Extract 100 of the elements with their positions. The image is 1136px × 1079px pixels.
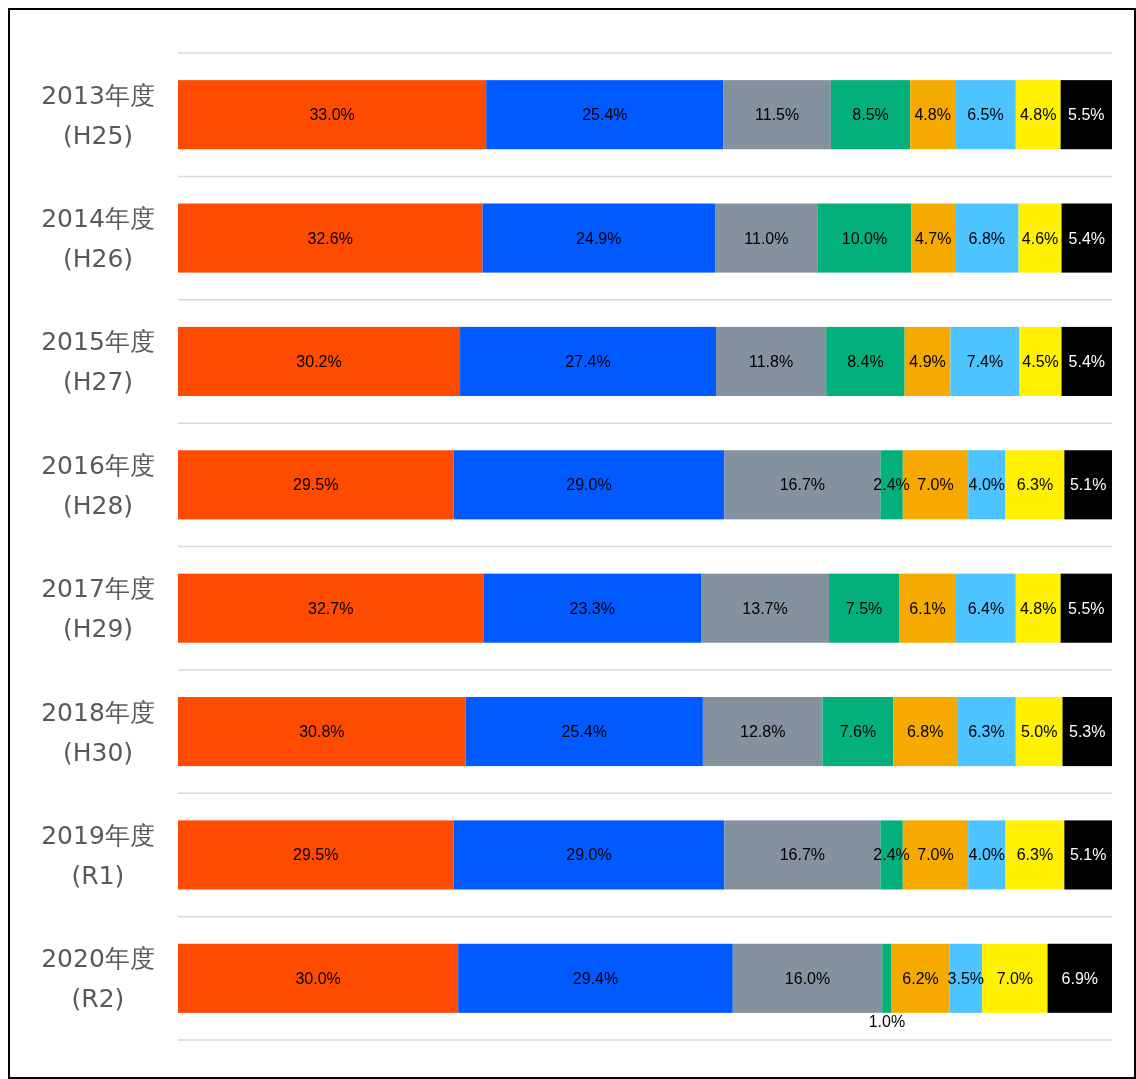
y-tick-label: 2018年度 (H30) xyxy=(41,697,155,767)
bar xyxy=(465,697,703,767)
bar xyxy=(453,450,725,520)
data-label: 4.6% xyxy=(1021,229,1059,247)
bar xyxy=(893,697,957,767)
bar xyxy=(891,943,950,1013)
data-label: 6.8% xyxy=(968,229,1006,247)
data-label: 7.6% xyxy=(839,723,877,741)
data-label: 25.4% xyxy=(561,723,607,741)
data-label: 6.3% xyxy=(1016,846,1054,864)
bar xyxy=(956,697,1016,767)
bar xyxy=(701,573,829,643)
data-label: 11.5% xyxy=(755,106,800,124)
data-label: 29.5% xyxy=(293,846,339,864)
y-tick-label: 2019年度 (R1) xyxy=(41,820,155,890)
data-label: 11.8% xyxy=(749,352,794,370)
bar xyxy=(910,80,956,150)
bar xyxy=(882,943,892,1013)
bar xyxy=(732,943,883,1013)
bar xyxy=(826,326,905,396)
bar xyxy=(830,80,911,150)
data-label: 27.4% xyxy=(565,352,611,370)
bar xyxy=(1061,326,1112,396)
data-label: 5.1% xyxy=(1069,476,1107,494)
data-label: 4.8% xyxy=(1019,599,1057,617)
bar xyxy=(486,80,724,150)
bar xyxy=(178,80,487,150)
data-label: 7.0% xyxy=(917,476,954,494)
bar xyxy=(1015,697,1063,767)
data-label: 7.0% xyxy=(917,846,954,864)
bar xyxy=(1047,943,1112,1013)
bar xyxy=(178,450,454,520)
data-label: 4.8% xyxy=(1019,106,1057,124)
data-label: 10.0% xyxy=(841,229,888,247)
bar xyxy=(904,326,951,396)
bar xyxy=(178,326,461,396)
bar xyxy=(968,820,1006,890)
data-label: 1.0% xyxy=(868,1013,906,1031)
data-label: 5.3% xyxy=(1069,723,1106,741)
bar xyxy=(453,820,725,890)
bar xyxy=(899,573,957,643)
bar xyxy=(955,80,1016,150)
data-label: 29.4% xyxy=(572,969,619,987)
data-label: 16.7% xyxy=(779,476,826,494)
bar xyxy=(1060,80,1112,150)
bar xyxy=(1060,573,1112,643)
data-label: 4.0% xyxy=(968,846,1006,864)
bar xyxy=(482,203,716,273)
data-label: 6.1% xyxy=(909,599,946,617)
data-label: 6.4% xyxy=(967,599,1005,617)
data-label: 6.3% xyxy=(1016,476,1054,494)
data-label: 8.5% xyxy=(852,106,889,124)
bar xyxy=(178,203,483,273)
bar xyxy=(817,203,912,273)
bar xyxy=(1064,820,1112,890)
bar xyxy=(483,573,702,643)
data-label: 5.4% xyxy=(1068,352,1106,370)
data-label: 4.5% xyxy=(1022,352,1059,370)
data-label: 32.7% xyxy=(308,599,354,617)
bar xyxy=(955,203,1019,273)
bar xyxy=(1015,80,1061,150)
y-tick-label: 2020年度 (R2) xyxy=(41,944,155,1014)
data-label: 6.2% xyxy=(902,969,939,987)
data-label: 30.2% xyxy=(296,352,342,370)
data-label: 6.5% xyxy=(967,106,1004,124)
data-label: 12.8% xyxy=(740,723,786,741)
data-label: 30.0% xyxy=(295,969,341,987)
data-label: 33.0% xyxy=(309,106,355,124)
bar xyxy=(715,326,827,396)
bar xyxy=(1064,450,1112,520)
bar xyxy=(702,697,823,767)
bar xyxy=(1019,326,1062,396)
bar xyxy=(1005,450,1065,520)
bar xyxy=(822,697,894,767)
y-tick-label: 2013年度 (H25) xyxy=(41,80,155,150)
y-tick-label: 2016年度 (H28) xyxy=(41,450,155,520)
bar xyxy=(1062,697,1112,767)
bar xyxy=(178,573,484,643)
bar xyxy=(178,820,454,890)
data-label: 6.3% xyxy=(968,723,1005,741)
data-label: 32.6% xyxy=(307,229,353,247)
data-label: 7.5% xyxy=(845,599,883,617)
data-label: 5.5% xyxy=(1068,599,1105,617)
bar xyxy=(460,326,716,396)
data-label: 6.9% xyxy=(1061,969,1099,987)
data-label: 6.8% xyxy=(906,723,944,741)
bar xyxy=(178,697,466,767)
bar xyxy=(1015,573,1061,643)
data-label: 4.0% xyxy=(968,476,1006,494)
data-label: 30.8% xyxy=(299,723,345,741)
bar xyxy=(178,943,459,1013)
bar xyxy=(1018,203,1062,273)
y-tick-label: 2017年度 (H29) xyxy=(41,574,155,644)
bar xyxy=(982,943,1048,1013)
data-label: 4.7% xyxy=(914,229,952,247)
data-label: 24.9% xyxy=(576,229,622,247)
bar xyxy=(723,80,831,150)
data-label: 5.5% xyxy=(1068,106,1105,124)
data-label: 29.5% xyxy=(293,476,339,494)
bar xyxy=(458,943,733,1013)
